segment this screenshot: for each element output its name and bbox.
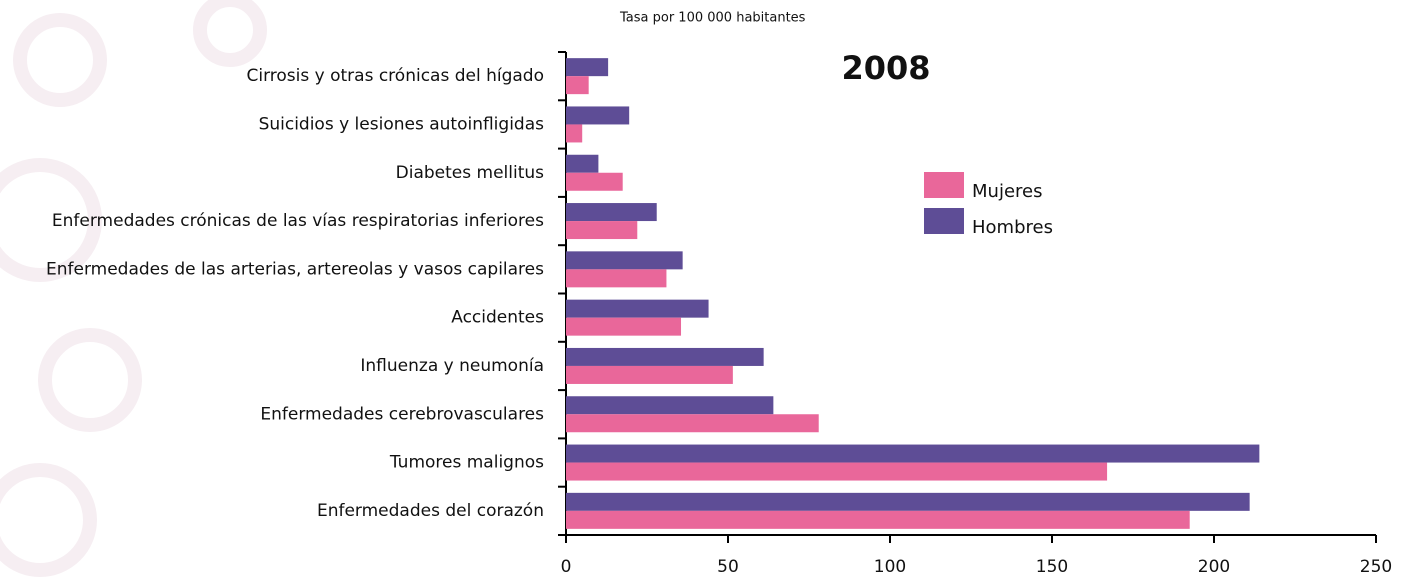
x-tick-label: 250 [1360,557,1392,577]
bar [566,124,583,143]
bar [566,154,599,173]
bar [566,462,1108,481]
legend-swatch [924,172,964,198]
bar [566,414,819,433]
background-decoration [0,0,267,577]
category-label: Diabetes mellitus [396,163,544,183]
legend-label: Hombres [972,217,1053,238]
chart-title: 2008 [841,49,930,87]
bar [566,510,1190,529]
bar [566,269,667,288]
category-label: Influenza y neumonía [360,356,544,376]
category-label: Cirrosis y otras crónicas del hígado [247,66,545,86]
bar [566,58,609,77]
bar [566,299,709,318]
category-label: Enfermedades crónicas de las vías respir… [52,211,544,231]
x-tick-label: 100 [874,557,906,577]
bar [566,203,657,222]
legend-swatch [924,208,964,234]
x-tick-label: 150 [1036,557,1068,577]
category-label: Accidentes [451,308,544,328]
category-label: Enfermedades de las arterias, artereolas… [46,259,544,279]
x-tick-label: 0 [561,557,572,577]
bar [566,251,683,270]
bar [566,106,630,125]
bar [566,492,1250,511]
bar [566,347,764,366]
category-label: Tumores malignos [389,453,544,473]
x-tick-label: 50 [717,557,739,577]
bar [566,396,774,415]
bar [566,172,623,191]
bar [566,365,733,384]
x-tick-label: 200 [1198,557,1230,577]
legend-label: Mujeres [972,181,1042,202]
category-label: Suicidios y lesiones autoinfligidas [259,114,545,134]
bar [566,444,1260,463]
bar [566,76,589,95]
category-label: Enfermedades cerebrovasculares [260,404,544,424]
bar [566,221,638,240]
bar [566,317,682,336]
axis-label: Tasa por 100 000 habitantes [619,11,806,26]
category-label: Enfermedades del corazón [317,501,544,521]
